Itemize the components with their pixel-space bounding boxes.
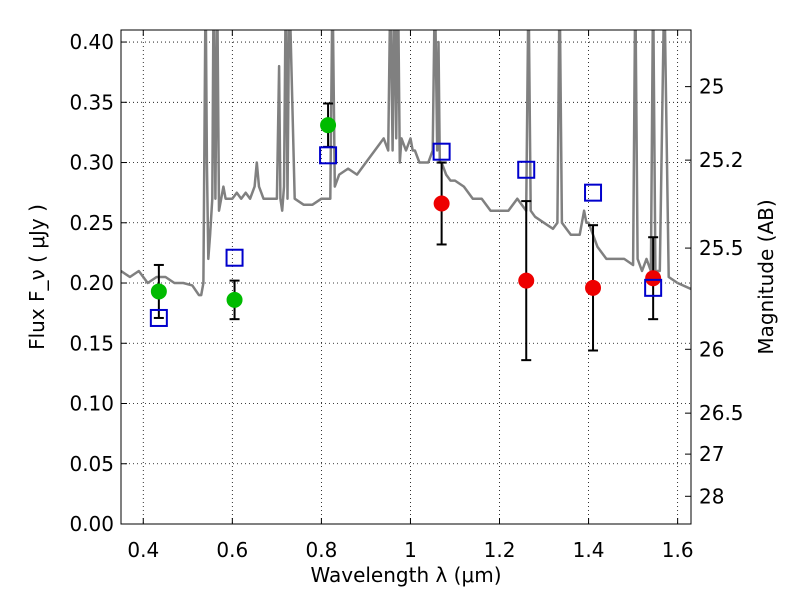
spectrum-line <box>121 30 691 297</box>
x-tick-label: 0.4 <box>127 538 159 562</box>
y-tick-label: 0.30 <box>69 151 114 175</box>
data-point-square <box>517 160 536 179</box>
y2-tick-label: 25 <box>699 75 724 99</box>
y2-tick-label: 25.5 <box>699 236 744 260</box>
y-tick-label: 0.05 <box>69 452 114 476</box>
x-tick-label: 1.6 <box>662 538 694 562</box>
y-tick-label: 0.35 <box>69 90 114 114</box>
data-point-square <box>432 142 451 161</box>
y-axis-label: Flux F_ν ( μJy ) <box>25 204 49 350</box>
axis-ticks: 0.4 0.6 0.8 1 1.2 1.4 1.6 0.00 0.05 0.10 0.15 0.20 0… <box>69 30 744 562</box>
y2-axis-label: Magnitude (AB) <box>754 199 778 354</box>
data-point-square <box>149 308 168 327</box>
x-tick-label: 0.8 <box>305 538 337 562</box>
data-point-square <box>644 278 663 297</box>
data-point-square <box>225 248 244 267</box>
x-tick-label: 0.6 <box>216 538 248 562</box>
data-markers <box>149 117 663 327</box>
y2-tick-label: 26 <box>699 337 724 361</box>
data-point-circle <box>645 270 662 287</box>
plot-frame <box>120 29 692 525</box>
data-point-circle <box>320 117 337 134</box>
y2-tick-label: 25.2 <box>699 148 744 172</box>
x-tick-label: 1.2 <box>484 538 516 562</box>
y-tick-label: 0.20 <box>69 271 114 295</box>
y2-tick-label: 27 <box>699 442 724 466</box>
x-tick-label: 1.4 <box>573 538 605 562</box>
data-point-circle <box>226 291 243 308</box>
data-point-square <box>584 183 603 202</box>
data-point-square <box>319 146 338 165</box>
data-point-circle <box>150 283 167 300</box>
model-spectrum <box>121 30 691 297</box>
x-axis-label: Wavelength λ (μm) <box>310 563 501 587</box>
y-tick-label: 0.00 <box>69 512 114 536</box>
data-point-circle <box>433 195 450 212</box>
y2-tick-label: 26.5 <box>699 401 744 425</box>
y-tick-label: 0.15 <box>69 331 114 355</box>
data-point-circle <box>585 279 602 296</box>
y-tick-label: 0.10 <box>69 392 114 416</box>
x-tick-label: 1 <box>404 538 417 562</box>
y-tick-label: 0.25 <box>69 211 114 235</box>
y2-tick-label: 28 <box>699 484 724 508</box>
y-tick-label: 0.40 <box>69 30 114 54</box>
data-point-circle <box>518 272 535 289</box>
